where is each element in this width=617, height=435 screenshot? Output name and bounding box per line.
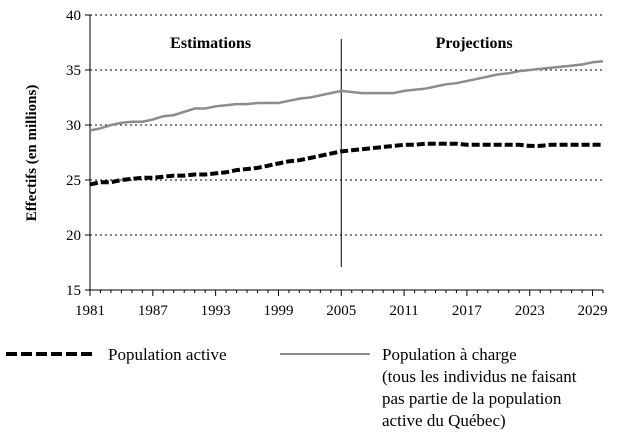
y-axis-label: Effectifs (en millions) xyxy=(24,85,40,222)
x-tick-label: 2023 xyxy=(515,303,545,319)
y-tick-label: 35 xyxy=(66,63,81,79)
axes xyxy=(89,15,603,291)
x-tick-labels: 1981 1987 1993 1999 2005 2011 2017 2023 2029 xyxy=(75,290,608,319)
y-tick-label: 20 xyxy=(66,228,81,244)
legend-label-population-active: Population active xyxy=(108,345,227,364)
legend-label-line-2: (tous les individus ne faisant xyxy=(382,367,577,386)
x-tick-label: 2011 xyxy=(389,303,418,319)
x-tick-label: 2017 xyxy=(452,303,483,319)
series-line-population-a-charge xyxy=(89,59,604,132)
series-line-population-active xyxy=(89,141,603,187)
x-tick-label: 1993 xyxy=(201,303,231,319)
legend-label-population-a-charge: Population à charge xyxy=(382,345,517,364)
grid-lines xyxy=(90,14,603,236)
x-tick-label: 1999 xyxy=(263,303,293,319)
y-tick-label: 15 xyxy=(66,283,81,299)
projections-label: Projections xyxy=(436,35,513,52)
solid-line-swatch xyxy=(280,353,370,355)
y-tick-label: 25 xyxy=(66,173,81,189)
y-tick-label: 40 xyxy=(66,8,81,24)
x-tick-label: 1981 xyxy=(75,303,105,319)
dashed-line-swatch xyxy=(6,352,96,356)
y-tick-label: 30 xyxy=(66,118,81,134)
x-tick-label: 2029 xyxy=(578,303,608,319)
y-tick-labels: 15 20 25 30 35 40 xyxy=(66,8,90,299)
estimations-label: Estimations xyxy=(170,35,251,52)
legend-label-line-4: active du Québec) xyxy=(382,411,506,430)
x-tick-label: 1987 xyxy=(138,303,169,319)
series-lines xyxy=(89,59,604,187)
legend-label-line-3: pas partie de la population xyxy=(382,389,562,408)
x-tick-label: 2005 xyxy=(326,303,356,319)
